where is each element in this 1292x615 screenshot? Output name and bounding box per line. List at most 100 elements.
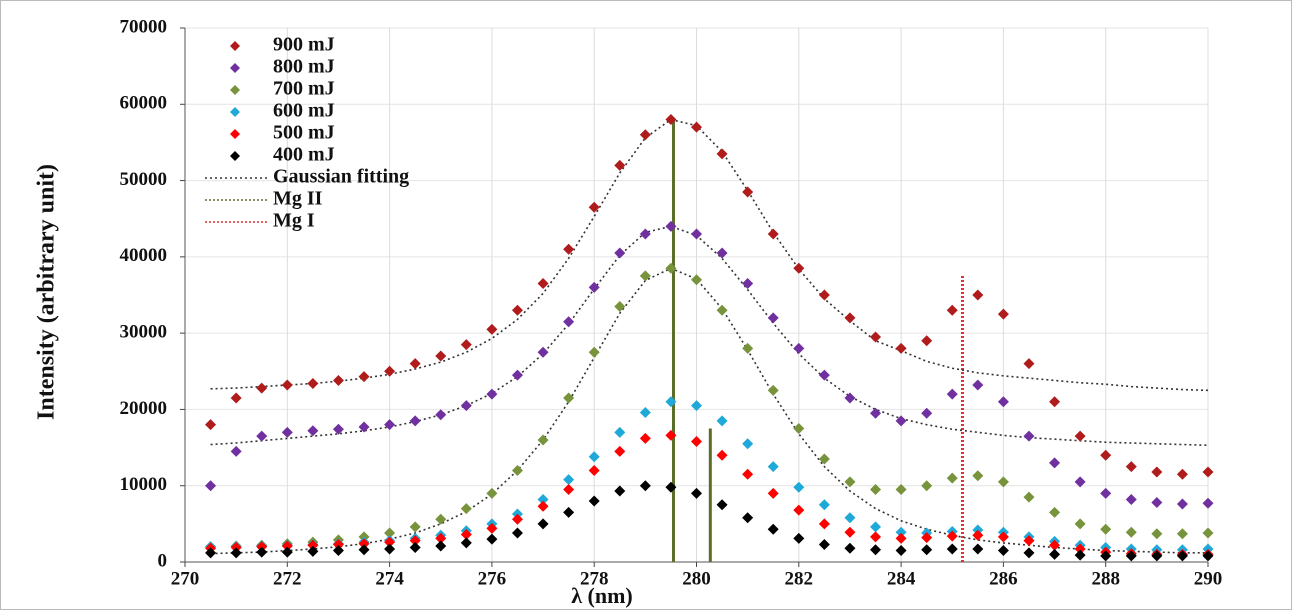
data-point [1125,550,1137,562]
data-point [997,396,1009,408]
data-point [409,521,421,533]
data-point [946,530,958,542]
legend-label: Mg I [273,210,315,232]
data-point [870,331,882,343]
legend-label: 500 mJ [273,122,335,144]
data-point [870,407,882,419]
data-point [665,220,677,232]
data-point [537,493,549,505]
data-point [742,342,754,354]
data-point [895,342,907,354]
data-point [614,485,626,497]
data-point [767,487,779,499]
data-point [409,535,421,547]
data-point [332,545,344,557]
data-point [870,521,882,533]
data-point [844,312,856,324]
data-point [358,538,370,550]
data-point [230,445,242,457]
data-point [1176,528,1188,540]
data-point [639,228,651,240]
y-tick-label: 0 [158,550,168,571]
data-point [1023,358,1035,370]
data-point [537,346,549,358]
data-point [332,423,344,435]
data-point [1100,523,1112,535]
y-tick-label: 30000 [120,322,168,343]
data-point [358,544,370,556]
data-point [1023,491,1035,503]
legend-label: 900 mJ [273,34,335,56]
legend-label: Gaussian fitting [273,166,409,188]
data-point [307,539,319,551]
data-point [665,481,677,493]
data-point [588,495,600,507]
data-point [639,406,651,418]
y-tick-label: 40000 [120,245,168,266]
data-point [281,426,293,438]
legend-marker [230,63,240,73]
x-tick-label: 290 [1194,568,1223,589]
x-tick-label: 284 [887,568,916,589]
x-tick-label: 282 [785,568,814,589]
data-point [665,114,677,126]
data-point [972,529,984,541]
data-point [1074,543,1086,555]
data-point [946,304,958,316]
data-point [921,532,933,544]
data-point [767,228,779,240]
x-tick-label: 272 [273,568,302,589]
data-point [588,451,600,463]
data-point [844,526,856,538]
data-point [691,400,702,412]
data-point [435,350,447,362]
data-point [870,484,882,496]
data-point [614,300,626,312]
data-point [767,461,779,473]
data-point [895,545,907,557]
data-point [256,430,268,442]
data-point [563,316,575,328]
data-point [870,531,882,543]
data-point [614,445,626,457]
legend-marker [230,129,240,139]
data-point [639,432,651,444]
x-tick-label: 278 [580,568,609,589]
data-point [946,543,958,555]
data-point [460,529,472,541]
data-point [639,480,651,492]
data-point [844,542,856,554]
data-point [716,415,728,427]
data-point [460,503,472,515]
data-point [563,506,575,518]
data-point [972,470,984,482]
x-axis-title: λ (nm) [571,583,633,608]
data-point [921,544,933,556]
data-point [511,369,523,381]
data-point [435,532,447,544]
data-point [614,247,626,259]
data-point [435,513,447,525]
data-point [486,533,498,545]
data-point [742,278,754,290]
data-point [537,500,549,512]
data-point [818,499,830,511]
data-point [384,536,396,548]
data-point [997,545,1009,557]
data-point [1100,550,1112,562]
data-point [205,547,217,559]
x-tick-label: 270 [171,568,200,589]
data-point [511,513,523,525]
legend-marker [230,85,240,95]
data-point [1125,493,1137,505]
data-point [1049,396,1061,408]
data-point [486,323,498,335]
data-point [1023,430,1035,442]
data-point [895,532,907,544]
data-point [665,262,677,274]
data-point [639,270,651,282]
fit-curve [210,118,1209,392]
data-point [1049,457,1061,469]
data-point [588,346,600,358]
